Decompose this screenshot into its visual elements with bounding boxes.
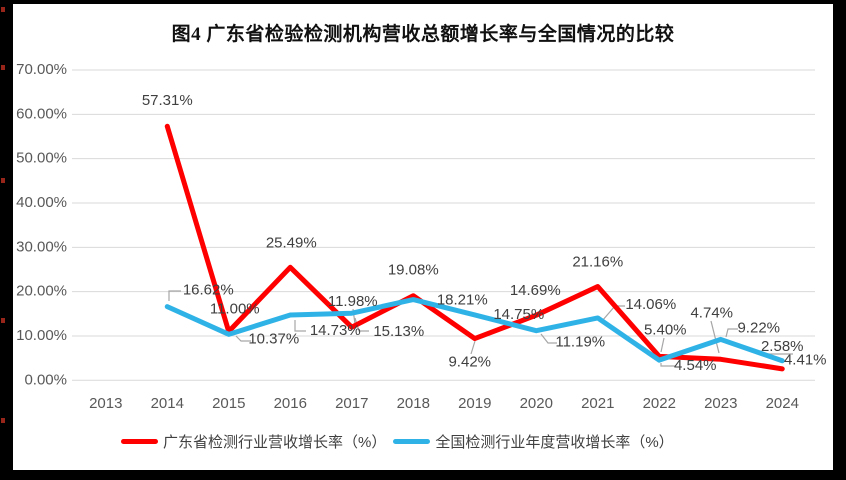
data-label-guangdong: 11.00% xyxy=(210,301,260,318)
x-axis-tick-label: 2023 xyxy=(704,395,737,412)
y-axis-tick-label: 60.00% xyxy=(16,105,67,122)
data-label-national: 14.73% xyxy=(310,322,361,339)
y-axis-tick-label: 0.00% xyxy=(24,371,67,388)
data-label-guangdong: 4.74% xyxy=(690,304,733,321)
x-axis-tick-label: 2018 xyxy=(397,395,430,412)
legend-line-swatch-guangdong xyxy=(121,438,158,444)
x-axis-tick-label: 2016 xyxy=(274,395,307,412)
legend-line-swatch-national xyxy=(393,438,431,444)
y-axis-tick-label: 30.00% xyxy=(16,238,67,255)
data-label-national: 4.41% xyxy=(784,352,827,369)
chart-canvas xyxy=(13,4,833,470)
y-axis-tick-label: 20.00% xyxy=(16,283,67,300)
y-axis-tick-label: 70.00% xyxy=(16,61,67,78)
data-label-guangdong: 5.40% xyxy=(644,321,687,338)
edge-artifact-dot xyxy=(1,418,5,423)
data-label-guangdong: 57.31% xyxy=(142,92,193,109)
data-label-national: 10.37% xyxy=(248,330,299,347)
data-label-national: 14.75% xyxy=(493,306,544,323)
data-label-national: 9.22% xyxy=(737,319,780,336)
edge-artifact-dot xyxy=(1,7,5,12)
legend: 广东省检测行业营收增长率（%） 全国检测行业年度营收增长率（%） xyxy=(121,431,674,452)
y-axis-tick-label: 50.00% xyxy=(16,150,67,167)
series-line-guangdong xyxy=(164,123,785,372)
data-label-guangdong: 21.16% xyxy=(572,253,623,270)
leader-line xyxy=(660,363,675,367)
data-label-national: 16.62% xyxy=(183,282,234,299)
data-label-guangdong: 9.42% xyxy=(448,354,491,371)
data-label-guangdong: 19.08% xyxy=(388,262,439,279)
x-axis-tick-label: 2014 xyxy=(151,395,184,412)
leader-line xyxy=(168,290,181,301)
x-axis-tick-label: 2020 xyxy=(520,395,553,412)
leader-line xyxy=(710,320,720,354)
edge-artifact-dot xyxy=(1,65,5,70)
x-axis-tick-label: 2017 xyxy=(335,395,368,412)
leader-line xyxy=(540,333,557,344)
data-label-guangdong: 14.69% xyxy=(510,282,561,299)
chart-title: 图4 广东省检验检测机构营收总额增长率与全国情况的比较 xyxy=(171,24,675,45)
data-label-national: 14.06% xyxy=(625,296,676,313)
x-axis-tick-label: 2015 xyxy=(212,395,245,412)
data-label-national: 4.54% xyxy=(674,357,717,374)
edge-artifact-dot xyxy=(1,318,5,323)
y-axis-tick-label: 10.00% xyxy=(16,327,67,344)
leader-line xyxy=(294,320,306,332)
data-label-guangdong: 11.98% xyxy=(328,293,378,310)
y-axis-tick-label: 40.00% xyxy=(16,194,67,211)
data-label-national: 15.13% xyxy=(373,323,424,340)
legend-label-national: 全国检测行业年度营收增长率（%） xyxy=(435,433,674,451)
data-label-national: 18.21% xyxy=(437,292,488,309)
leader-line xyxy=(235,335,251,342)
data-label-guangdong: 25.49% xyxy=(266,234,317,251)
x-axis-tick-label: 2024 xyxy=(766,395,799,412)
data-label-guangdong: 2.58% xyxy=(761,338,804,355)
leader-line xyxy=(470,340,476,355)
legend-item-national: 全国检测行业年度营收增长率（%） xyxy=(393,431,674,452)
x-axis-tick-label: 2022 xyxy=(643,395,676,412)
series-line-national xyxy=(164,297,785,364)
legend-item-guangdong: 广东省检测行业营收增长率（%） xyxy=(121,431,386,452)
legend-label-guangdong: 广东省检测行业营收增长率（%） xyxy=(163,433,387,451)
x-axis-tick-label: 2021 xyxy=(581,395,614,412)
x-axis-tick-label: 2019 xyxy=(458,395,491,412)
leader-line xyxy=(660,337,665,353)
x-axis-tick-label: 2013 xyxy=(89,395,122,412)
leader-line xyxy=(725,328,738,338)
edge-artifact-dot xyxy=(1,178,5,183)
data-label-national: 11.19% xyxy=(555,334,605,351)
